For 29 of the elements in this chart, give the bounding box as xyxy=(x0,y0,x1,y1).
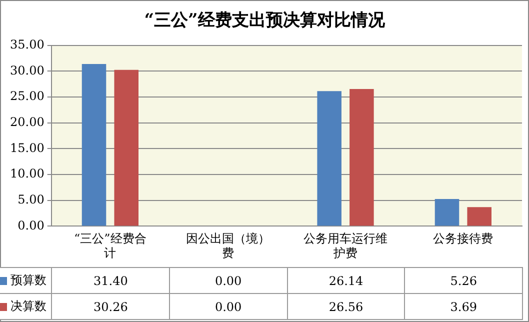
data-label: 26.14 xyxy=(286,267,406,294)
x-tick-label: 公务用车运行维护费 xyxy=(304,232,388,260)
legend-label: 预算数 xyxy=(10,272,46,289)
y-tick-label: 25.00 xyxy=(10,89,44,104)
y-tick-label: 10.00 xyxy=(10,166,44,181)
y-tick-label: 30.00 xyxy=(10,63,44,78)
data-label: 30.26 xyxy=(51,293,170,320)
y-tick-label: 0.00 xyxy=(18,218,44,232)
x-tick-label: 公务接待费 xyxy=(433,232,494,246)
data-label: 3.69 xyxy=(404,293,523,320)
bar xyxy=(317,91,342,226)
bar xyxy=(82,64,106,226)
x-tick-label: 因公出国（境）费 xyxy=(186,232,270,260)
bar xyxy=(350,89,374,226)
y-tick-label: 5.00 xyxy=(18,192,44,206)
y-tick-label: 20.00 xyxy=(10,115,44,130)
bar xyxy=(114,70,138,226)
bar xyxy=(434,199,460,226)
data-label: 0.00 xyxy=(169,267,288,294)
data-label: 26.56 xyxy=(286,293,406,320)
x-tick-label: “三公”经费合计 xyxy=(74,232,146,260)
bar xyxy=(467,207,492,226)
legend-label: 决算数 xyxy=(10,298,46,315)
data-label: 31.40 xyxy=(51,267,170,294)
chart-title: “三公”经费支出预决算对比情况 xyxy=(144,10,386,31)
y-tick-label: 35.00 xyxy=(10,38,44,52)
data-label: 0.00 xyxy=(169,293,288,320)
y-tick-label: 15.00 xyxy=(10,140,44,155)
data-label: 5.26 xyxy=(404,267,523,294)
